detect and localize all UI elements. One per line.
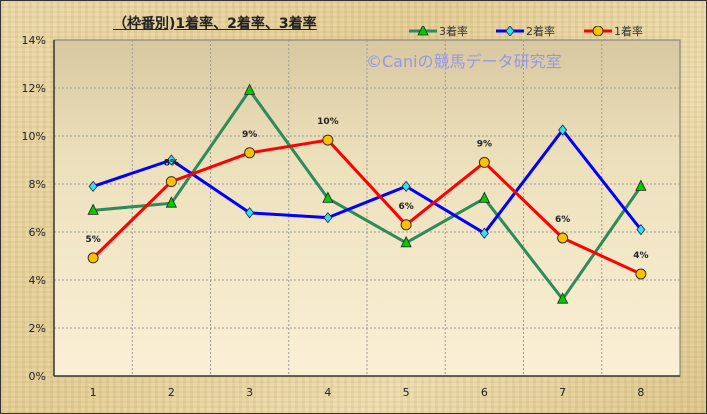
- y-tick-label: 2%: [29, 322, 46, 335]
- data-point: [87, 252, 99, 264]
- legend-triangle-icon: [409, 26, 437, 36]
- data-label: 6%: [555, 215, 570, 225]
- legend-diamond-icon: [496, 26, 524, 36]
- data-point: [479, 227, 489, 239]
- y-tick-label: 4%: [29, 274, 46, 287]
- y-tick-label: 10%: [22, 130, 46, 143]
- data-point: [243, 83, 256, 95]
- legend-item: 2着率: [496, 23, 555, 39]
- series-line: [92, 88, 643, 301]
- legend-circle-icon: [584, 26, 612, 36]
- data-point: [557, 232, 569, 244]
- data-point: [322, 134, 334, 146]
- series-2: [88, 124, 646, 239]
- y-tick-label: 0%: [29, 370, 46, 383]
- y-tick-label: 12%: [22, 82, 46, 95]
- x-tick-label: 5: [403, 386, 410, 399]
- data-point: [478, 191, 491, 203]
- watermark: ©Caniの競馬データ研究室: [366, 52, 562, 71]
- legend-marker: [592, 26, 604, 36]
- data-label: 9%: [242, 130, 257, 140]
- data-label: 8%: [164, 159, 179, 169]
- data-point: [322, 191, 334, 203]
- data-point: [556, 292, 569, 304]
- data-point: [636, 223, 646, 236]
- data-point: [323, 211, 333, 224]
- y-tick-label: 14%: [22, 34, 46, 47]
- series-1: [87, 83, 647, 304]
- y-tick-label: 8%: [29, 178, 46, 191]
- legend-label: 2着率: [526, 25, 555, 38]
- x-tick-label: 3: [246, 386, 253, 399]
- data-point: [244, 147, 256, 159]
- x-tick-label: 6: [481, 386, 488, 399]
- series-line: [92, 128, 643, 235]
- data-point: [165, 196, 178, 208]
- data-point: [245, 207, 255, 219]
- data-label: 4%: [633, 251, 648, 261]
- data-point: [558, 124, 568, 136]
- data-point: [88, 180, 98, 193]
- x-tick-label: 7: [559, 386, 566, 399]
- data-label: 6%: [398, 202, 413, 212]
- y-tick-label: 6%: [29, 226, 46, 239]
- data-label: 10%: [317, 117, 339, 127]
- series-line: [92, 138, 642, 276]
- x-tick-label: 1: [90, 386, 97, 399]
- legend-marker: [417, 26, 429, 36]
- legend-marker: [505, 26, 515, 36]
- data-label: 5%: [85, 235, 100, 245]
- data-point: [635, 179, 647, 191]
- data-point: [87, 203, 99, 215]
- legend-label: 3着率: [439, 25, 468, 38]
- x-tick-label: 8: [637, 386, 644, 399]
- legend-label: 1着率: [614, 25, 643, 38]
- x-tick-label: 2: [168, 386, 175, 399]
- legend-item: 1着率: [584, 23, 643, 39]
- data-point: [400, 219, 412, 231]
- series-3: 5% 8% 9% 10% 6% 9% 6% 4%: [85, 117, 649, 280]
- data-point: [478, 156, 490, 168]
- data-point: [401, 180, 411, 193]
- data-label: 9%: [477, 139, 492, 149]
- data-point: [635, 268, 647, 280]
- chart-title: （枠番別)1着率、2着率、3着率: [113, 16, 317, 32]
- data-point: [165, 176, 177, 188]
- data-point: [400, 235, 412, 248]
- data-point: [166, 154, 176, 166]
- x-tick-label: 4: [324, 386, 331, 399]
- legend-item: 3着率: [409, 23, 468, 39]
